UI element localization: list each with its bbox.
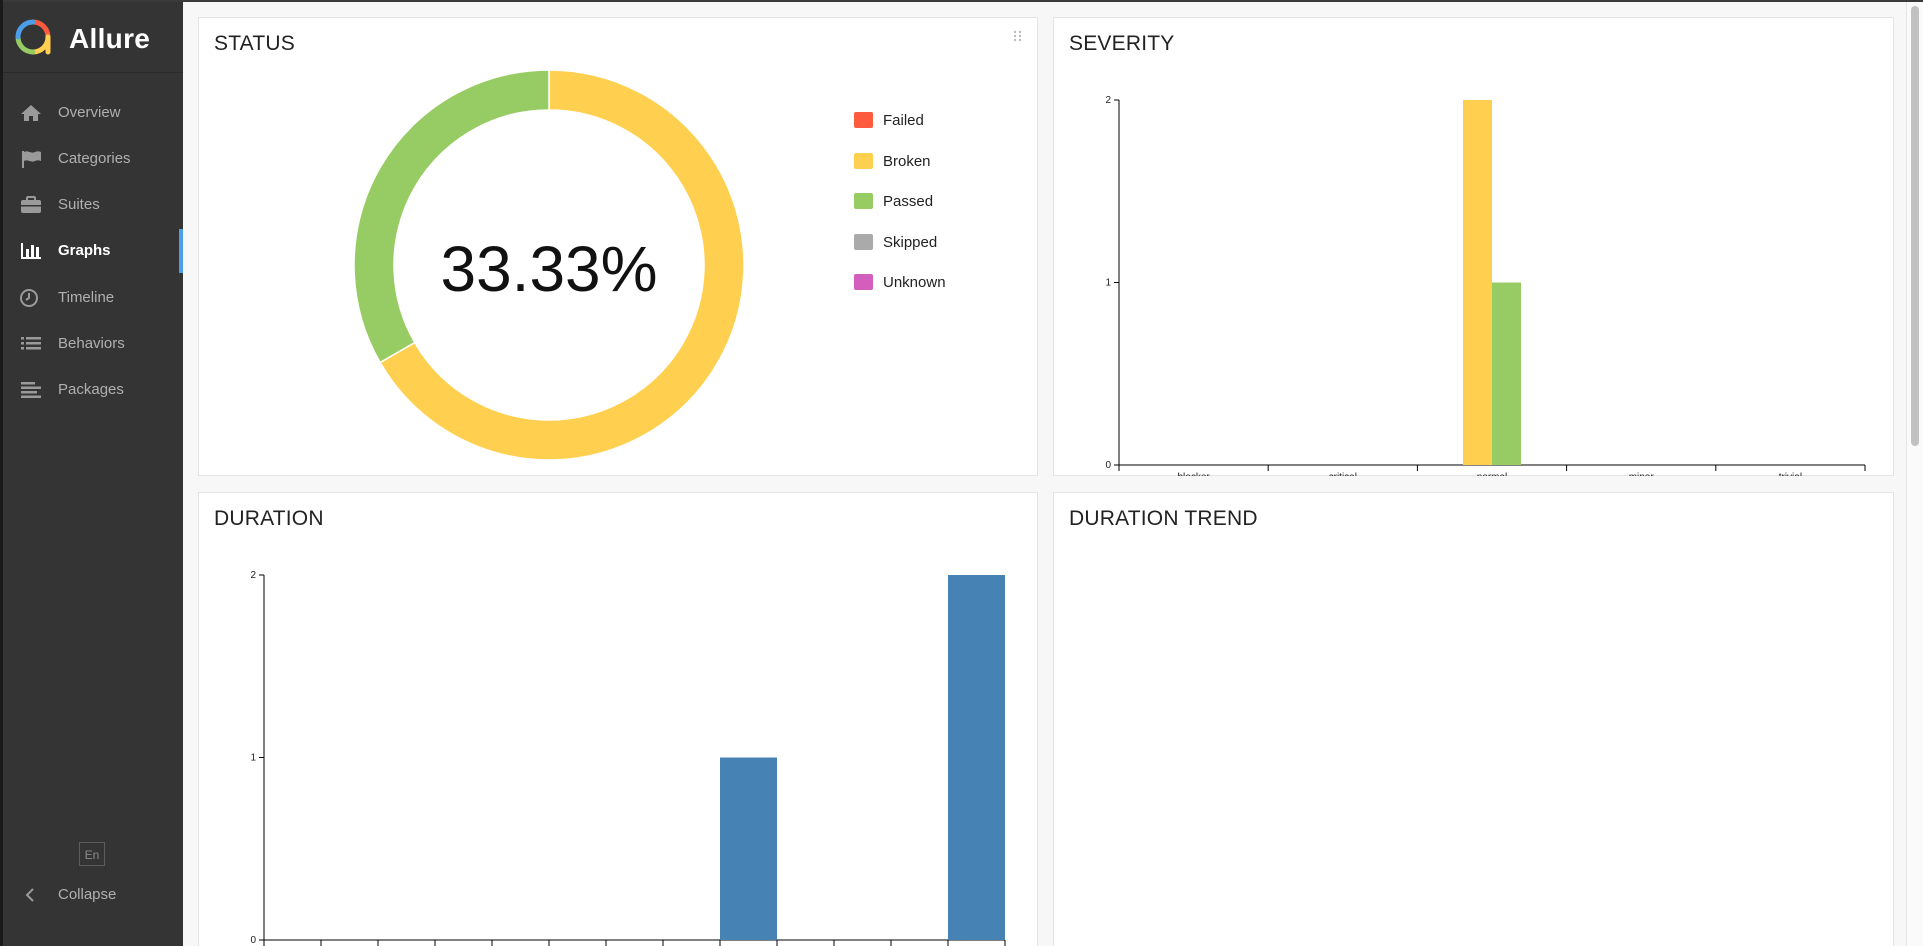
align-left-icon	[21, 382, 41, 398]
widget-title: DURATION TREND	[1069, 507, 1258, 530]
x-tick-label: critical	[1329, 472, 1357, 476]
sidebar-item-graphs[interactable]: Graphs	[3, 229, 183, 273]
legend-label: Broken	[883, 153, 931, 170]
status-percentage: 33.33%	[440, 233, 657, 305]
severity-bar-normal-broken[interactable]	[1463, 100, 1492, 465]
y-tick-label: 0	[1105, 460, 1111, 471]
widget-title: STATUS	[214, 32, 295, 55]
active-indicator	[179, 229, 183, 273]
window-top-border	[0, 0, 1923, 2]
x-tick-label: trivial	[1779, 472, 1802, 476]
sidebar-item-label: Overview	[58, 104, 121, 121]
sidebar-item-packages[interactable]: Packages	[3, 368, 183, 412]
y-tick-label: 0	[250, 935, 256, 946]
sidebar-item-label: Graphs	[58, 242, 111, 259]
language-button[interactable]: En	[79, 842, 105, 866]
duration-bar[interactable]	[948, 575, 1005, 940]
allure-logo-icon	[15, 19, 51, 55]
legend-swatch	[854, 112, 873, 128]
severity-bar-normal-passed[interactable]	[1492, 282, 1521, 466]
legend-label: Unknown	[883, 274, 946, 291]
severity-widget: SEVERITY 0 1 2 blocker critical normal minor tr…	[1053, 17, 1894, 476]
window-left-border	[0, 0, 3, 946]
vertical-scrollbar[interactable]	[1906, 2, 1923, 946]
y-tick-label: 1	[250, 753, 256, 764]
duration-histogram: 0120s2s4s6s8s10s12s14s16s18s20s22s24s26s	[250, 570, 1006, 946]
brand[interactable]: Allure	[3, 2, 183, 73]
legend-swatch	[854, 153, 873, 169]
chevron-left-icon	[25, 888, 34, 902]
legend-swatch	[854, 274, 873, 290]
app-name: Allure	[69, 23, 151, 54]
sidebar-item-overview[interactable]: Overview	[3, 91, 183, 135]
duration-widget: DURATION 0120s2s4s6s8s10s12s14s16s18s20s…	[198, 492, 1038, 946]
x-tick-label: normal	[1477, 472, 1508, 476]
sidebar-item-label: Behaviors	[58, 335, 125, 352]
sidebar-item-suites[interactable]: Suites	[3, 183, 183, 227]
legend-label: Failed	[883, 112, 924, 129]
legend-swatch	[854, 193, 873, 209]
graphs-page: STATUS 33.33% Failed Broken Passed Skipp…	[183, 2, 1906, 946]
legend-label: Passed	[883, 193, 934, 210]
donut-slice-passed[interactable]	[353, 69, 550, 364]
y-tick-label: 2	[1105, 95, 1111, 106]
scrollbar-thumb[interactable]	[1911, 6, 1919, 446]
sidebar-item-categories[interactable]: Categories	[3, 137, 183, 181]
widget-title: SEVERITY	[1069, 32, 1175, 55]
legend-label: Skipped	[883, 234, 938, 251]
drag-handle-icon[interactable]	[1013, 30, 1023, 46]
sidebar-item-label: Packages	[58, 381, 124, 398]
y-tick-label: 2	[250, 570, 256, 581]
duration-bar[interactable]	[720, 757, 777, 941]
x-tick-label: blocker	[1177, 472, 1210, 476]
sidebar-item-behaviors[interactable]: Behaviors	[3, 322, 183, 366]
widget-title: DURATION	[214, 507, 324, 530]
status-donut-chart: 33.33%	[353, 69, 745, 461]
clock-icon	[20, 289, 38, 307]
flag-icon	[22, 151, 41, 168]
sidebar-item-timeline[interactable]: Timeline	[3, 276, 183, 320]
sidebar-item-label: Categories	[58, 150, 131, 167]
duration-trend-widget: DURATION TREND	[1053, 492, 1894, 946]
home-icon	[21, 105, 41, 121]
briefcase-icon	[21, 196, 41, 213]
list-icon	[21, 337, 41, 350]
x-tick-label: minor	[1629, 472, 1655, 476]
sidebar-item-label: Suites	[58, 196, 100, 213]
status-widget: STATUS 33.33% Failed Broken Passed Skipp…	[198, 17, 1038, 476]
severity-bar-chart: 0 1 2 blocker critical normal minor trivial	[1105, 95, 1866, 476]
legend-swatch	[854, 234, 873, 250]
donut-slice-broken[interactable]	[379, 69, 745, 461]
sidebar-item-label: Timeline	[58, 289, 115, 306]
collapse-label: Collapse	[58, 886, 117, 903]
sidebar: Allure Overview Categories Suites Graph	[3, 2, 183, 946]
y-tick-label: 1	[1105, 278, 1111, 289]
bar-chart-icon	[21, 243, 41, 259]
collapse-button[interactable]: Collapse	[3, 876, 183, 916]
